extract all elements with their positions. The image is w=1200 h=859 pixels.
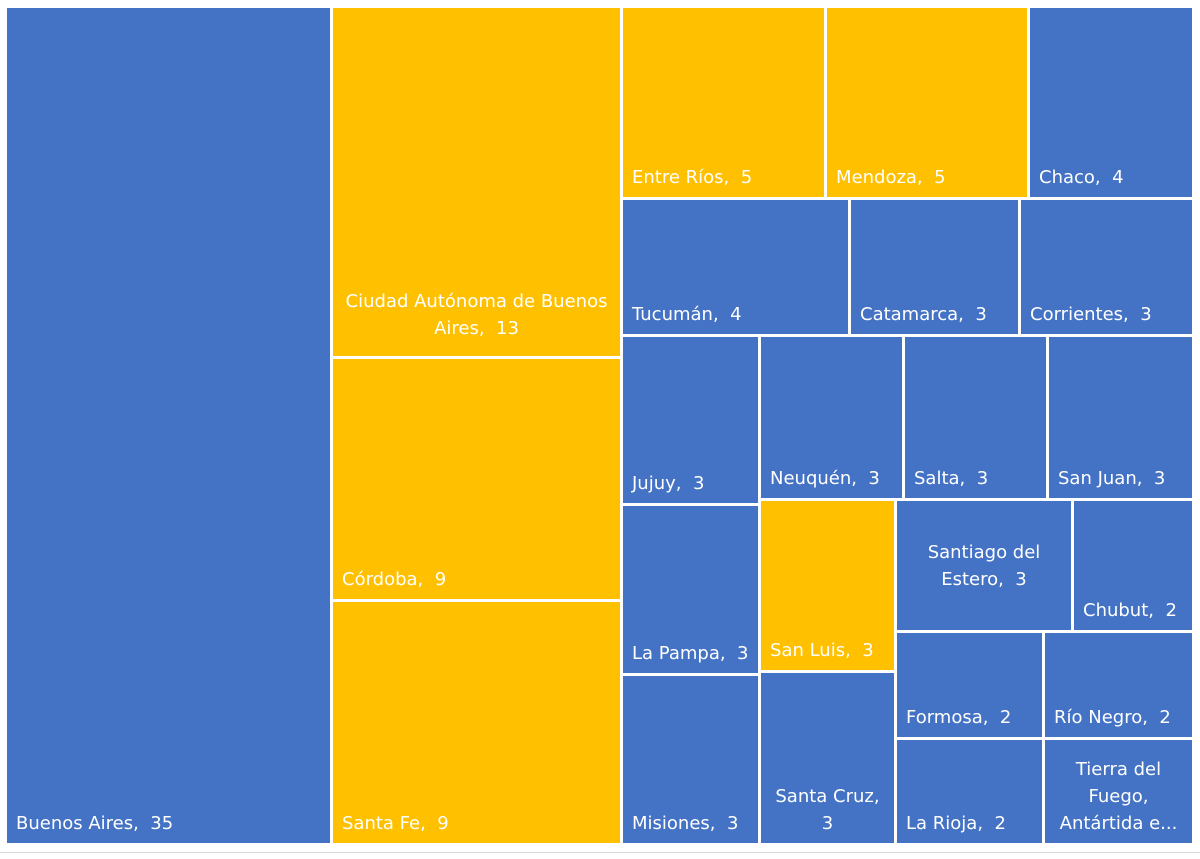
treemap-tile: La Pampa, 3 <box>623 506 758 673</box>
treemap-tile: Chubut, 2 <box>1074 501 1192 630</box>
treemap-tile: Corrientes, 3 <box>1021 200 1192 334</box>
treemap-tile: Mendoza, 5 <box>827 8 1027 197</box>
treemap-tile-label: Formosa, 2 <box>906 707 1012 728</box>
treemap-tile: San Luis, 3 <box>761 501 894 670</box>
treemap-tile: Ciudad Autónoma de Buenos Aires, 13 <box>333 8 620 356</box>
treemap-tile-label: Ciudad Autónoma de Buenos Aires, 13 <box>345 291 614 339</box>
treemap-tile: Santa Cruz, 3 <box>761 673 894 843</box>
treemap-tile: Río Negro, 2 <box>1045 633 1192 737</box>
treemap-tile: Jujuy, 3 <box>623 337 758 503</box>
treemap-tile: Catamarca, 3 <box>851 200 1018 334</box>
treemap-tile-label: San Juan, 3 <box>1058 468 1166 489</box>
treemap-tile-label: Tucumán, 4 <box>632 304 742 325</box>
treemap-tile-label: Catamarca, 3 <box>860 304 987 325</box>
treemap-tile-label: Neuquén, 3 <box>770 468 880 489</box>
treemap-tile-label: Córdoba, 9 <box>342 569 447 590</box>
treemap-tile-label: Tierra del Fuego, Antártida e... <box>1059 759 1178 834</box>
treemap-tile-label: Santiago del Estero, 3 <box>927 541 1047 590</box>
treemap-tile-label: Jujuy, 3 <box>632 473 705 494</box>
treemap-tile: Entre Ríos, 5 <box>623 8 824 197</box>
treemap-tile: San Juan, 3 <box>1049 337 1192 498</box>
treemap-tile: Santa Fe, 9 <box>333 602 620 843</box>
treemap-tile: Santiago del Estero, 3 <box>897 501 1071 630</box>
treemap-tile: Salta, 3 <box>905 337 1046 498</box>
treemap-tile-label: San Luis, 3 <box>770 640 874 661</box>
treemap-tile: Buenos Aires, 35 <box>7 8 330 843</box>
treemap-tile-label: Chubut, 2 <box>1083 600 1177 621</box>
treemap-tile-label: Río Negro, 2 <box>1054 707 1171 728</box>
treemap-tile-label: Chaco, 4 <box>1039 167 1124 188</box>
treemap-tile-label: La Pampa, 3 <box>632 643 749 664</box>
treemap-tile-label: Buenos Aires, 35 <box>16 813 174 834</box>
treemap-tile-label: Santa Fe, 9 <box>342 813 449 834</box>
treemap-tile-label: Mendoza, 5 <box>836 167 946 188</box>
treemap-tile: Tierra del Fuego, Antártida e... <box>1045 740 1192 843</box>
treemap-tile-label: Santa Cruz, 3 <box>775 786 892 834</box>
treemap-tile: La Rioja, 2 <box>897 740 1042 843</box>
treemap-tile: Formosa, 2 <box>897 633 1042 737</box>
treemap-tile: Neuquén, 3 <box>761 337 902 498</box>
treemap-tile-label: Corrientes, 3 <box>1030 304 1152 325</box>
treemap-tile-label: Salta, 3 <box>914 468 989 489</box>
bottom-border <box>0 852 1200 853</box>
treemap-tile: Chaco, 4 <box>1030 8 1192 197</box>
treemap-tile: Misiones, 3 <box>623 676 758 843</box>
treemap-tile-label: Entre Ríos, 5 <box>632 167 753 188</box>
treemap-tile: Córdoba, 9 <box>333 359 620 599</box>
treemap-tile-label: La Rioja, 2 <box>906 813 1006 834</box>
treemap-tile-label: Misiones, 3 <box>632 813 739 834</box>
treemap-tile: Tucumán, 4 <box>623 200 848 334</box>
